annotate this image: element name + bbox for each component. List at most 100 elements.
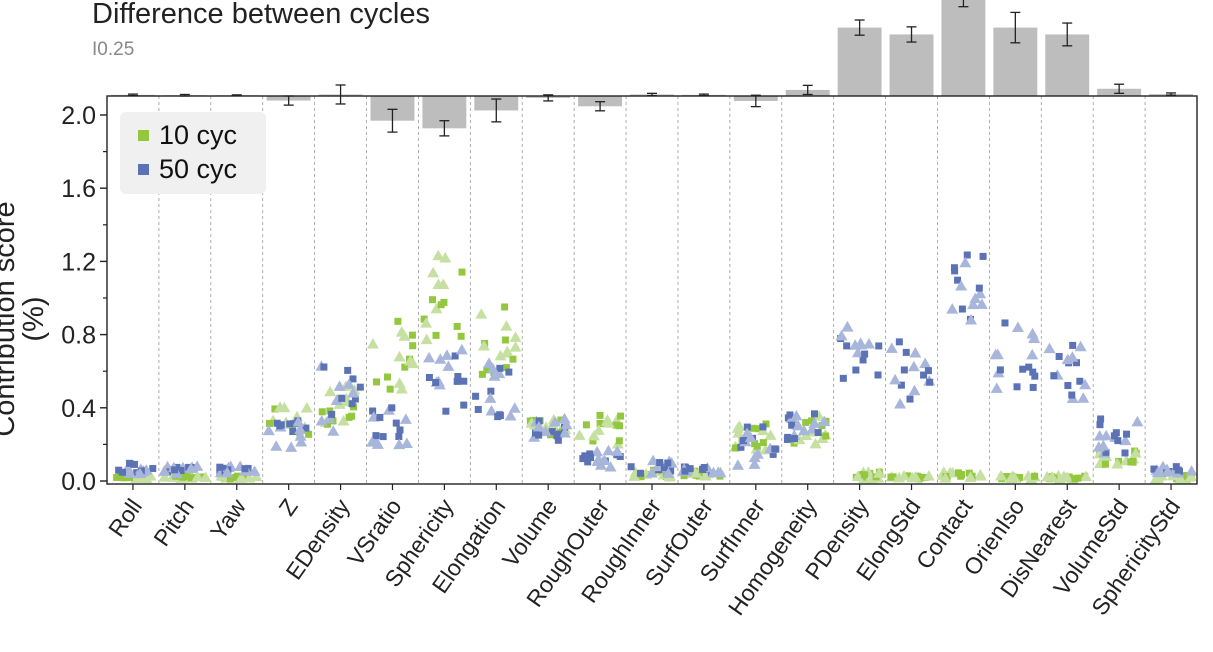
point-50cyc-DisNearest <box>1079 378 1092 390</box>
point-10cyc-VolumeStd <box>1111 458 1124 469</box>
point-50cyc-SphericityStd <box>1161 465 1174 477</box>
point-10cyc-DisNearest <box>1046 471 1059 482</box>
point-50cyc-Elongation <box>508 402 521 413</box>
point-50cyc-ElongStd <box>908 384 921 396</box>
point-50cyc-Volume <box>554 436 562 444</box>
point-10cyc-EDensity <box>324 385 337 397</box>
difference-bar-Contact <box>941 0 986 97</box>
point-50cyc-Z <box>285 441 298 452</box>
y-tick-label: 0.4 <box>61 395 96 423</box>
legend-item-50cyc: 50 cyc <box>138 156 237 183</box>
point-50cyc-Yaw <box>216 463 224 471</box>
point-50cyc-VSratio <box>400 437 413 448</box>
point-10cyc-RoughOuter <box>582 421 590 429</box>
point-50cyc-DisNearest <box>1074 340 1087 352</box>
point-10cyc-SurfOuter <box>689 467 702 478</box>
point-50cyc-ElongStd <box>897 381 905 389</box>
point-50cyc-SurfOuter <box>686 465 694 473</box>
difference-bars <box>111 0 1193 137</box>
point-10cyc-Z <box>271 405 279 413</box>
point-50cyc-OrienIso <box>1029 383 1037 391</box>
point-50cyc-Contact <box>965 314 978 325</box>
error-bar-PDensity <box>854 19 865 36</box>
data-points <box>113 249 1198 484</box>
point-10cyc-EDensity <box>348 412 356 420</box>
point-50cyc-SurfInner <box>759 423 767 431</box>
point-10cyc-Z <box>274 401 287 412</box>
point-50cyc-Contact <box>963 251 971 259</box>
point-10cyc-Sphericity <box>437 278 450 290</box>
point-10cyc-Pitch <box>158 470 171 482</box>
error-bar-VolumeStd <box>1114 83 1125 94</box>
point-10cyc-SurfInner <box>733 420 746 432</box>
point-50cyc-Sphericity <box>432 378 440 386</box>
point-50cyc-ElongStd <box>919 357 932 369</box>
point-50cyc-Contact <box>959 256 972 268</box>
point-50cyc-PDensity <box>875 342 883 350</box>
point-50cyc-ElongStd <box>907 360 920 372</box>
point-50cyc-OrienIso <box>1029 368 1037 376</box>
point-10cyc-Sphericity <box>458 268 466 276</box>
point-50cyc-SurfOuter <box>712 466 725 477</box>
point-10cyc-RoughOuter <box>592 424 605 435</box>
error-bar-SphericityStd <box>1166 92 1177 96</box>
point-50cyc-Sphericity <box>433 378 446 390</box>
point-50cyc-VolumeStd <box>1097 439 1110 451</box>
point-50cyc-Contact <box>954 276 962 284</box>
point-50cyc-VolumeStd <box>1119 434 1132 446</box>
point-50cyc-RoughOuter <box>616 453 624 461</box>
point-10cyc-SphericityStd <box>1181 474 1189 482</box>
point-50cyc-Homogeneity <box>814 429 822 437</box>
point-50cyc-Elongation <box>487 387 495 395</box>
point-50cyc-Sphericity <box>454 373 462 381</box>
point-50cyc-DisNearest <box>1069 341 1077 349</box>
point-50cyc-EDensity <box>338 394 346 402</box>
point-50cyc-Contact <box>955 280 968 291</box>
point-50cyc-Yaw <box>241 465 249 473</box>
point-50cyc-PDensity <box>839 374 847 382</box>
point-10cyc-PDensity <box>873 467 886 478</box>
point-10cyc-Pitch <box>199 471 212 482</box>
point-50cyc-OrienIso <box>990 382 1003 393</box>
point-50cyc-RoughOuter <box>591 445 604 457</box>
point-50cyc-VSratio <box>369 407 377 415</box>
point-50cyc-Sphericity <box>460 377 468 385</box>
point-50cyc-EDensity <box>351 395 359 403</box>
point-50cyc-Z <box>277 421 285 429</box>
point-10cyc-EDensity <box>323 420 331 428</box>
point-50cyc-Contact <box>975 284 983 292</box>
point-50cyc-Roll <box>115 466 123 474</box>
point-50cyc-OrienIso <box>1028 332 1041 344</box>
point-50cyc-SphericityStd <box>1174 466 1182 474</box>
point-50cyc-Roll <box>124 467 137 478</box>
point-50cyc-RoughOuter <box>579 455 587 463</box>
point-10cyc-Elongation <box>501 345 514 357</box>
point-10cyc-DisNearest <box>1071 475 1079 483</box>
x-tick-label-Z: Z <box>273 494 302 520</box>
point-50cyc-VSratio <box>395 433 403 441</box>
point-10cyc-Yaw <box>235 471 248 483</box>
x-tick-label-Pitch: Pitch <box>148 494 199 551</box>
point-10cyc-SphericityStd <box>1184 470 1197 481</box>
point-50cyc-ElongStd <box>900 366 908 374</box>
point-50cyc-RoughOuter <box>611 445 624 456</box>
point-10cyc-Yaw <box>226 475 234 483</box>
point-50cyc-ElongStd <box>926 378 934 386</box>
point-10cyc-Elongation <box>477 340 490 351</box>
point-50cyc-RoughOuter <box>587 454 595 462</box>
point-50cyc-Homogeneity <box>788 421 796 429</box>
point-10cyc-VolumeStd <box>1129 447 1142 458</box>
difference-bar-ElongStd <box>889 34 934 96</box>
point-10cyc-VSratio <box>394 317 402 325</box>
point-50cyc-Elongation <box>505 368 513 376</box>
chart-title: Difference between cycles <box>92 0 430 30</box>
point-10cyc-Elongation <box>501 336 509 344</box>
point-50cyc-DisNearest <box>1068 391 1076 399</box>
point-10cyc-RoughOuter <box>616 422 624 430</box>
point-50cyc-PDensity <box>874 371 882 379</box>
error-bar-Elongation <box>491 98 502 123</box>
point-10cyc-Sphericity <box>429 296 437 304</box>
point-50cyc-Z <box>270 440 283 451</box>
point-50cyc-Elongation <box>496 364 504 372</box>
point-50cyc-OrienIso <box>989 348 1002 360</box>
